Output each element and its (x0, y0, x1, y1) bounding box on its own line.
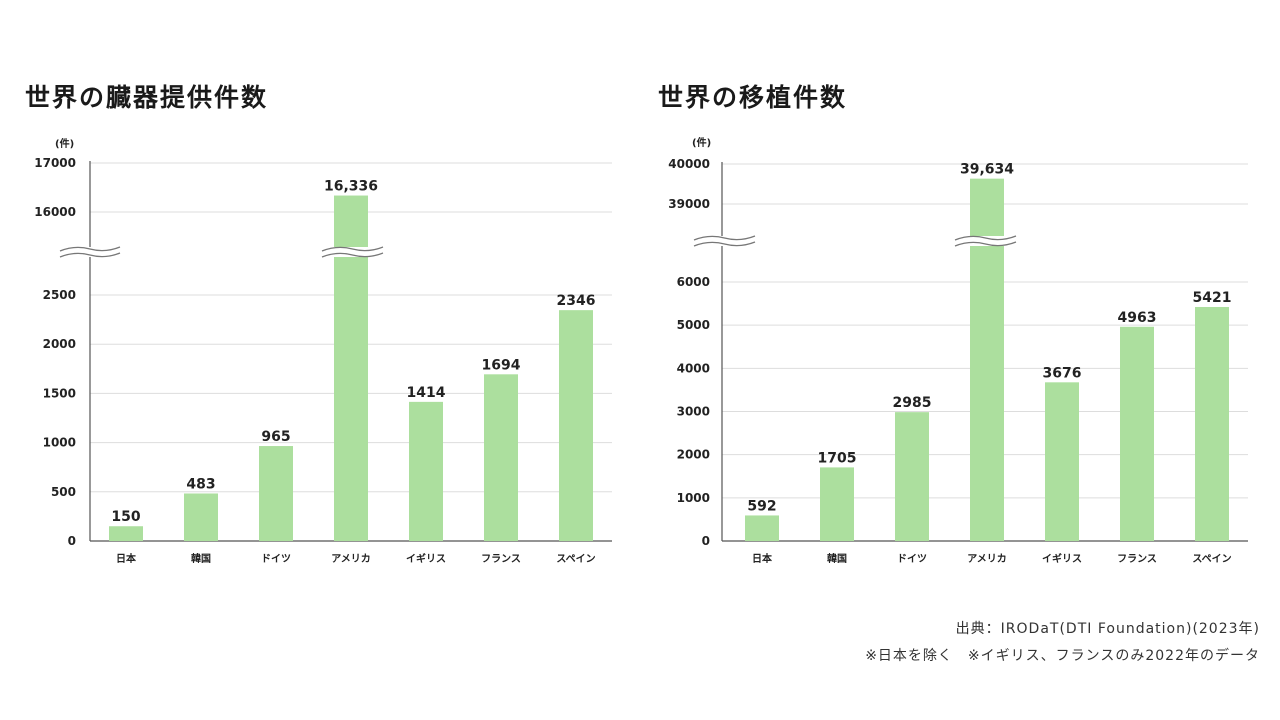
y-tick-label: 0 (702, 534, 710, 548)
y-axis-unit-label: (件) (55, 137, 74, 150)
y-tick-label: 40000 (668, 157, 710, 171)
bar (109, 526, 143, 541)
x-category-label: 韓国 (827, 552, 847, 565)
bar-break-mark-line-bottom (321, 252, 384, 258)
axis-break-mark-gap (694, 236, 755, 246)
bar (184, 493, 218, 541)
bar (970, 178, 1004, 541)
y-tick-label: 500 (51, 485, 76, 499)
x-category-label: フランス (481, 553, 521, 565)
bar-value-label: 16,336 (324, 179, 378, 195)
bar (895, 412, 929, 541)
bar-break-mark-line-top (321, 246, 384, 252)
x-category-label: ドイツ (261, 553, 291, 565)
y-tick-label: 5000 (677, 318, 710, 332)
bar-break-mark-line-bottom (954, 241, 1017, 247)
bar (409, 401, 443, 541)
x-category-label: 韓国 (191, 552, 211, 565)
y-tick-label: 1000 (677, 491, 710, 505)
bar (484, 374, 518, 541)
y-tick-label: 39000 (668, 197, 710, 211)
bar-value-label: 965 (261, 429, 290, 445)
y-tick-label: 1000 (43, 436, 76, 450)
x-category-label: 日本 (752, 552, 773, 565)
bar (1195, 306, 1229, 541)
bar-break-mark-gap (322, 247, 383, 257)
x-category-label: スペイン (1192, 553, 1231, 565)
x-category-label: フランス (1117, 553, 1157, 565)
axis-break-mark-line-top (693, 235, 756, 241)
bar (745, 515, 779, 541)
x-category-label: ドイツ (897, 553, 927, 565)
bar-value-label: 483 (186, 476, 215, 492)
bar-value-label: 150 (111, 509, 140, 525)
x-category-label: イギリス (1042, 552, 1082, 565)
bar-value-label: 2985 (893, 395, 932, 411)
axis-break-mark-line-top (59, 246, 121, 252)
x-category-label: イギリス (406, 552, 446, 565)
bar-value-label: 1705 (818, 450, 857, 466)
y-tick-label: 17000 (34, 156, 76, 170)
y-tick-label: 2000 (677, 448, 710, 462)
bar (1045, 382, 1079, 541)
bar-value-label: 39,634 (960, 162, 1014, 178)
y-tick-label: 2500 (43, 288, 76, 302)
y-tick-label: 16000 (34, 205, 76, 219)
y-tick-label: 4000 (677, 361, 710, 375)
source-note: 出典：IRODaT(DTI Foundation)(2023年) (955, 621, 1260, 637)
x-category-label: アメリカ (967, 553, 1007, 565)
bar-value-label: 1414 (407, 385, 446, 401)
x-category-label: スペイン (556, 553, 595, 565)
chart-title-transplants: 世界の移植件数 (658, 83, 848, 112)
y-tick-label: 3000 (677, 405, 710, 419)
bar-value-label: 5421 (1193, 290, 1232, 306)
bar (1120, 326, 1154, 541)
bar-value-label: 1694 (482, 357, 521, 373)
y-tick-label: 2000 (43, 337, 76, 351)
bar-break-mark-line-top (954, 235, 1017, 241)
axis-break-mark-line-bottom (693, 241, 756, 247)
bar-value-label: 3676 (1043, 365, 1082, 381)
chart-title-organ-donation: 世界の臓器提供件数 (25, 83, 269, 112)
y-tick-label: 6000 (677, 275, 710, 289)
x-category-label: アメリカ (331, 553, 371, 565)
bar (820, 467, 854, 541)
bar-value-label: 592 (747, 498, 776, 514)
x-category-label: 日本 (116, 552, 137, 565)
footnote: ※日本を除く ※イギリス、フランスのみ2022年のデータ (865, 648, 1260, 664)
bar (559, 310, 593, 541)
bar-value-label: 4963 (1118, 310, 1157, 326)
bar-break-mark-gap (955, 236, 1016, 246)
axis-break-mark-line-bottom (59, 252, 121, 258)
y-axis-unit-label: (件) (692, 136, 711, 149)
y-tick-label: 1500 (43, 386, 76, 400)
axis-break-mark-gap (60, 247, 120, 257)
y-tick-label: 0 (68, 534, 76, 548)
bar-value-label: 2346 (557, 293, 596, 309)
bar (259, 446, 293, 541)
